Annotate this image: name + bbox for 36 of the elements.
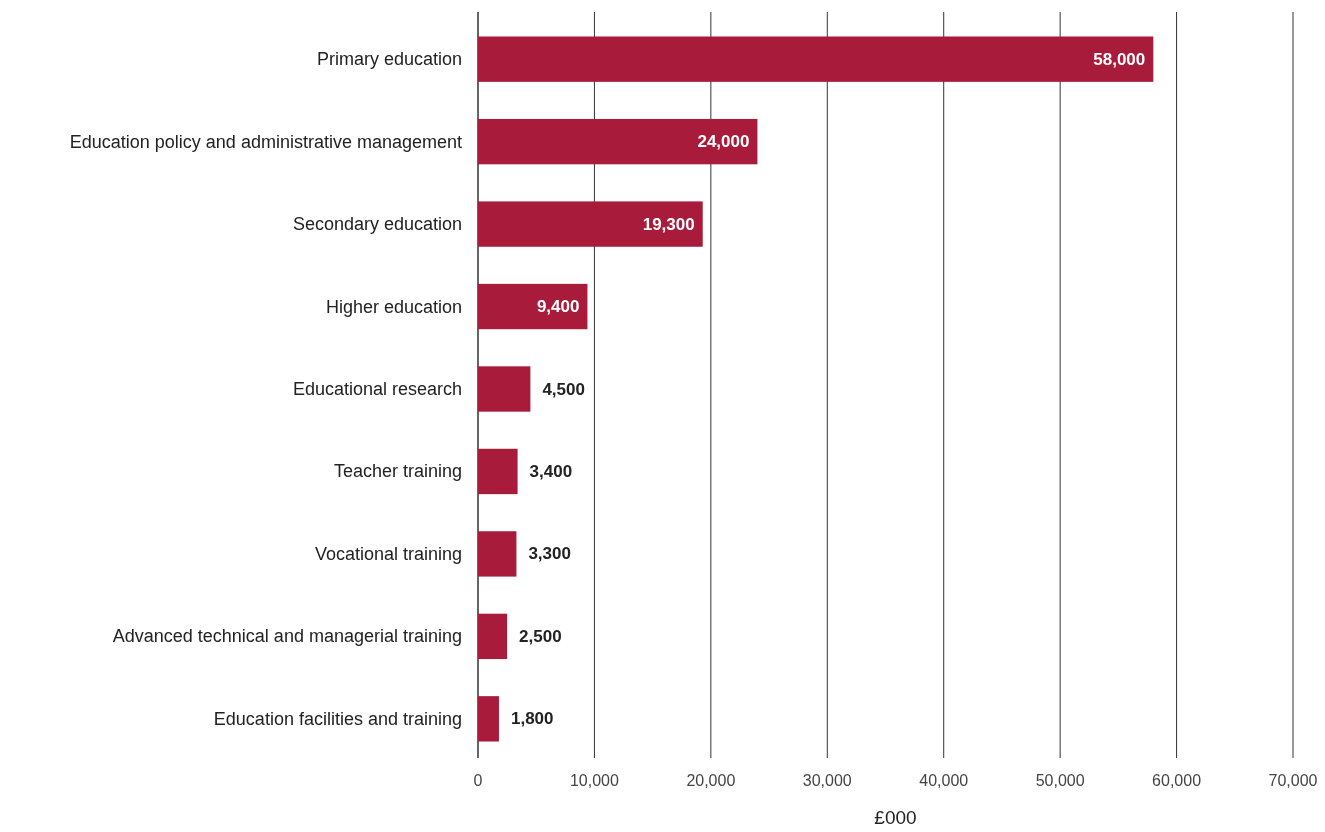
x-axis-title: £000 (874, 807, 917, 828)
y-tick-label: Education facilities and training (213, 708, 462, 729)
y-tick-label: Teacher training (333, 461, 462, 482)
data-label: 2,500 (519, 626, 562, 646)
data-label: 24,000 (697, 132, 750, 152)
y-tick-label: Advanced technical and managerial training (112, 626, 462, 647)
bar (478, 36, 1154, 82)
x-tick-label: 0 (473, 772, 483, 789)
y-tick-label: Higher education (325, 296, 462, 317)
bar (478, 696, 499, 742)
y-tick-label: Vocational training (314, 543, 462, 564)
data-label: 9,400 (536, 297, 580, 317)
bar (478, 531, 517, 577)
x-tick-label: 20,000 (686, 772, 736, 789)
x-tick-label: 10,000 (569, 772, 619, 789)
bar (478, 448, 518, 495)
y-tick-label: Education policy and administrative management (69, 131, 462, 152)
y-tick-label: Secondary education (292, 214, 462, 235)
data-label: 3,300 (528, 544, 571, 564)
data-label: 1,800 (510, 709, 554, 729)
x-tick-label: 40,000 (919, 772, 969, 789)
x-tick-label: 60,000 (1152, 772, 1202, 789)
bar (478, 201, 703, 247)
bar (478, 366, 531, 412)
data-label: 4,500 (542, 379, 585, 399)
bar (478, 118, 758, 165)
data-label: 58,000 (1093, 49, 1146, 69)
bar (478, 613, 508, 660)
bar (478, 283, 588, 330)
x-tick-label: 70,000 (1268, 772, 1318, 789)
data-label: 3,400 (529, 461, 573, 481)
x-tick-label: 30,000 (802, 772, 852, 789)
data-label: 19,300 (642, 214, 695, 234)
y-tick-label: Educational research (292, 379, 462, 399)
y-tick-label: Primary education (316, 49, 462, 70)
x-tick-label: 50,000 (1035, 772, 1085, 789)
